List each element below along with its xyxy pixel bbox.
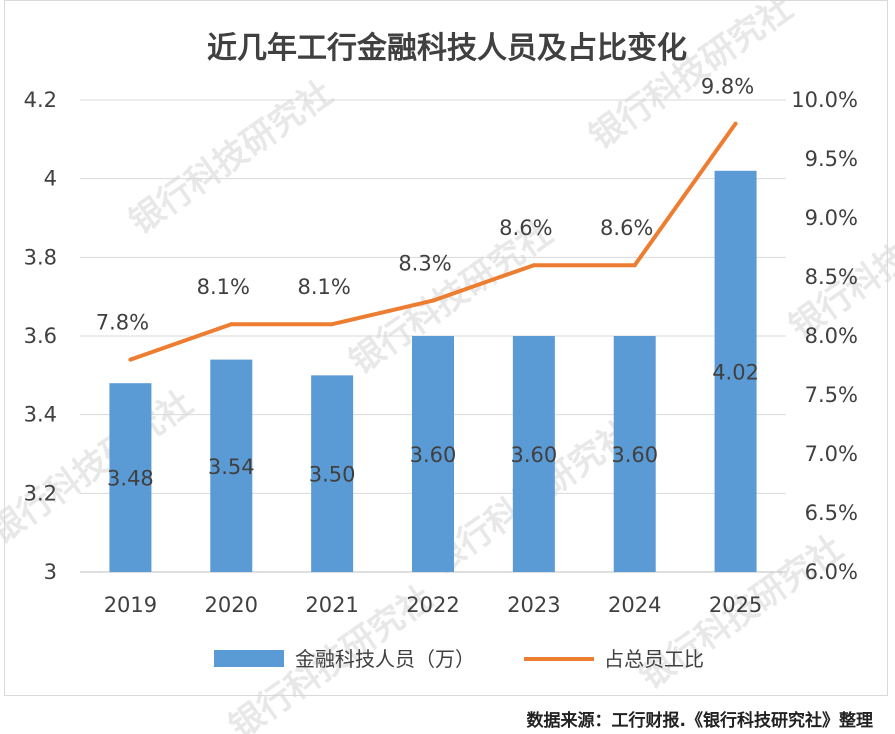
line-data-label: 7.8% (96, 311, 149, 335)
bar-data-label: 3.60 (510, 443, 557, 467)
watermark-text: 银行科技研究社 (122, 73, 340, 242)
line-point (128, 357, 133, 362)
line-data-label: 9.8% (701, 75, 754, 99)
y-right-tick-label: 6.5% (805, 501, 858, 525)
y-left-tick-label: 3.6 (24, 324, 57, 348)
bar (311, 375, 354, 572)
y-left-tick-label: 3.8 (24, 245, 57, 269)
source-note: 数据来源：工行财报.《银行科技研究社》整理 (526, 711, 873, 731)
y-right-tick-label: 7.5% (805, 383, 858, 407)
x-tick-label: 2024 (608, 593, 661, 617)
y-left-tick-label: 3 (44, 560, 57, 584)
x-tick-label: 2020 (205, 593, 258, 617)
x-tick-label: 2023 (507, 593, 560, 617)
line-point (330, 322, 335, 327)
bar-data-label: 3.54 (208, 455, 255, 479)
bar (412, 336, 454, 572)
line-data-label: 8.1% (197, 275, 250, 299)
bar (714, 170, 757, 573)
x-tick-label: 2021 (305, 593, 358, 617)
y-right-tick-label: 9.5% (805, 147, 858, 171)
watermark-text: 银行科技研究社 (782, 178, 895, 347)
line-series (128, 121, 738, 362)
y-left-tick-label: 3.4 (24, 403, 57, 427)
line-point (733, 121, 738, 126)
x-tick-label: 2025 (709, 593, 762, 617)
legend-bar-swatch (214, 650, 284, 667)
bar-series (109, 170, 757, 573)
y-left-tick-label: 3.2 (24, 481, 57, 505)
line-point (531, 263, 536, 268)
line-point (431, 298, 435, 303)
bar-data-label: 3.60 (410, 443, 457, 467)
y-right-tick-label: 8.0% (805, 324, 858, 348)
bar-data-label: 3.50 (309, 463, 356, 487)
line-point (632, 263, 637, 268)
line-data-label: 8.6% (600, 216, 653, 240)
legend-line-label: 占总员工比 (604, 647, 704, 671)
bar-data-label: 3.48 (107, 467, 154, 491)
y-right-tick-label: 9.0% (805, 206, 858, 230)
legend-bar-label: 金融科技人员（万） (295, 647, 475, 671)
watermark-text: 银行科技研究社 (582, 0, 800, 157)
chart-title: 近几年工行金融科技人员及占比变化 (207, 31, 687, 66)
line-data-label: 8.1% (297, 275, 350, 299)
y-right-tick-label: 6.0% (805, 560, 858, 584)
x-tick-label: 2019 (104, 593, 157, 617)
legend: 金融科技人员（万） 占总员工比 (214, 647, 704, 671)
bar-data-label: 3.60 (611, 443, 658, 467)
y-right-tick-label: 8.5% (805, 265, 858, 289)
bar (512, 336, 555, 572)
data-labels: 3.48 3.54 3.50 3.60 3.60 3.60 4.02 7.8% 8.1% 8.1%… (96, 75, 759, 491)
y-left-tick-label: 4.2 (24, 88, 57, 112)
bar (210, 359, 253, 572)
line-data-label: 8.3% (398, 252, 451, 276)
y-right-tick-label: 10.0% (791, 88, 858, 112)
x-tick-label: 2022 (406, 593, 459, 617)
bar-data-label: 4.02 (712, 360, 759, 384)
y-left-tick-label: 4 (44, 167, 57, 191)
line-data-label: 8.6% (499, 216, 552, 240)
axes: 3 3.2 3.4 3.6 3.8 4 4.2 6.0% 6.5% 7.0% 7.5% 8.0% 8.5… (24, 88, 858, 617)
line-point (229, 322, 234, 327)
y-right-tick-label: 7.0% (805, 442, 858, 466)
bar (613, 336, 656, 572)
chart-frame (4, 0, 888, 696)
bar (109, 383, 152, 572)
